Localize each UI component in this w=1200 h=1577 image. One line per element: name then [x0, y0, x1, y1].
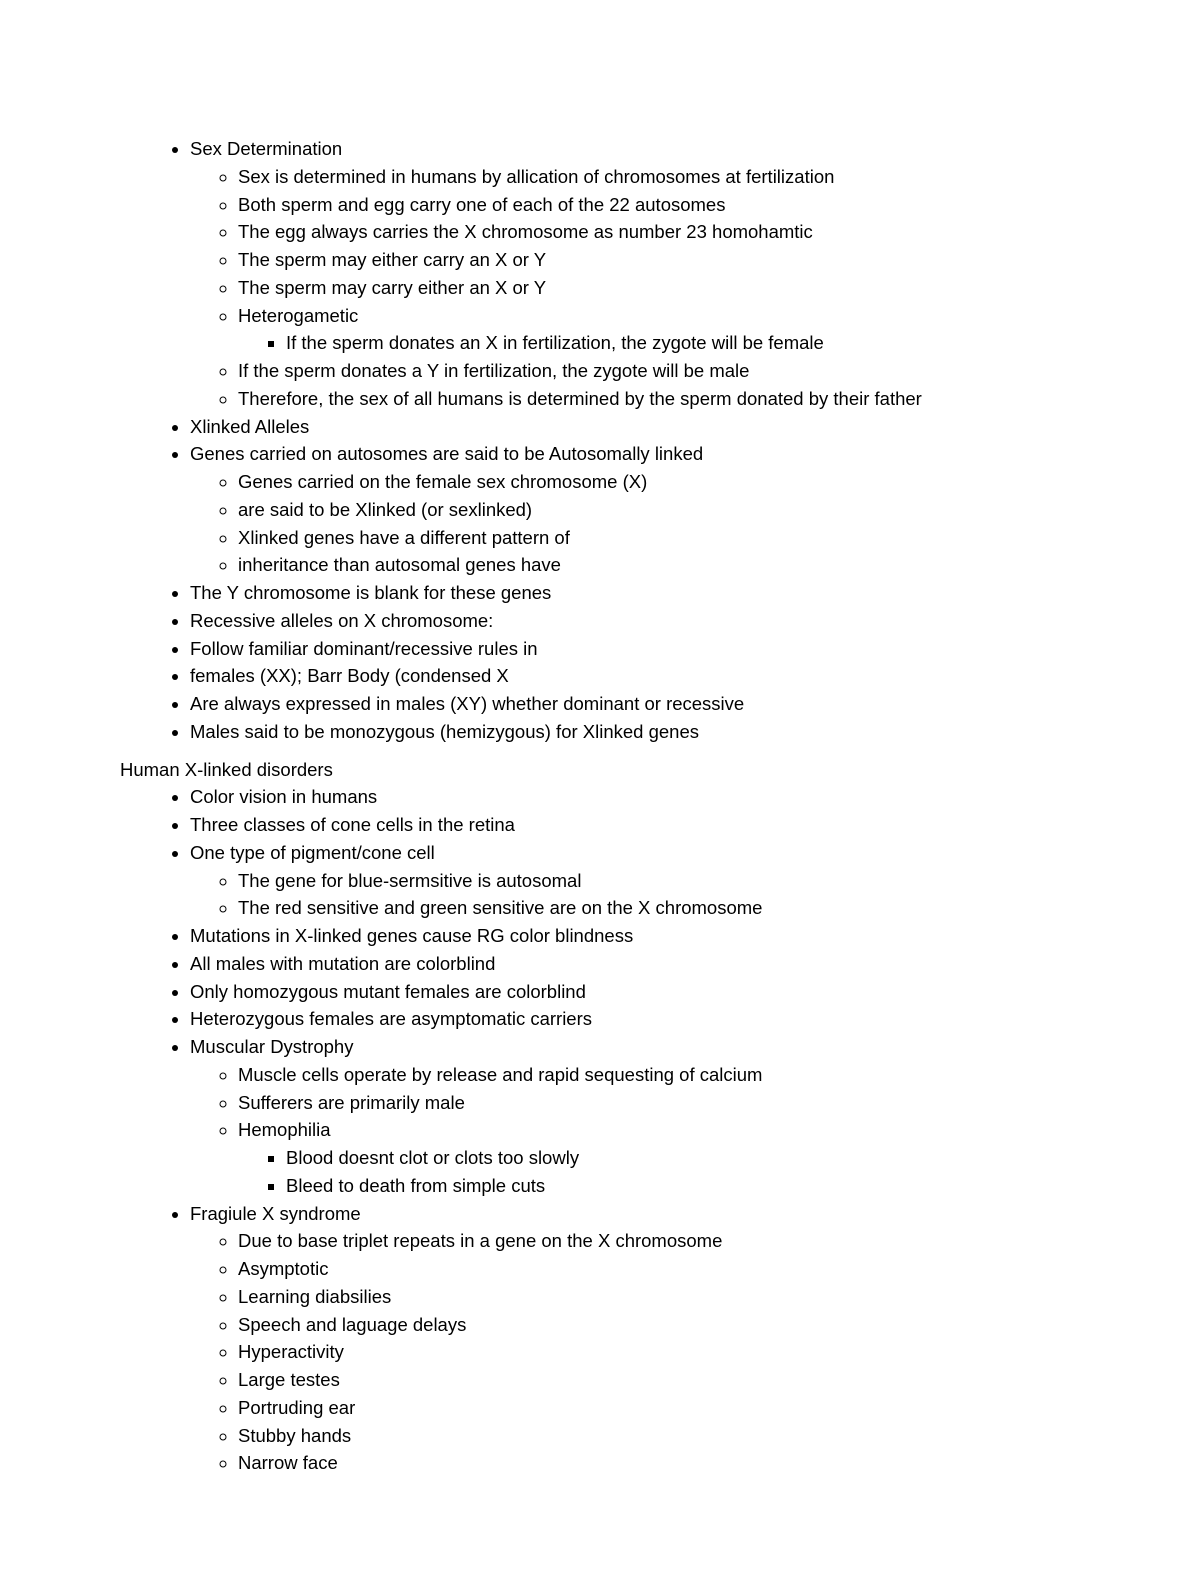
- list-item: The red sensitive and green sensitive ar…: [238, 894, 1080, 922]
- list-item: are said to be Xlinked (or sexlinked): [238, 496, 1080, 524]
- list-item: Only homozygous mutant females are color…: [190, 978, 1080, 1006]
- text: Muscular Dystrophy: [190, 1036, 353, 1057]
- list-item: Learning diabsilies: [238, 1283, 1080, 1311]
- list-item: Muscle cells operate by release and rapi…: [238, 1061, 1080, 1089]
- list-item: Sufferers are primarily male: [238, 1089, 1080, 1117]
- list-item: Xlinked genes have a different pattern o…: [238, 524, 1080, 552]
- list-item: Xlinked Alleles: [190, 413, 1080, 441]
- list-item: Speech and laguage delays: [238, 1311, 1080, 1339]
- list-section-1: Sex Determination Sex is determined in h…: [120, 135, 1080, 746]
- list-item: Sex is determined in humans by allicatio…: [238, 163, 1080, 191]
- text: Sex Determination: [190, 138, 342, 159]
- list-item: Muscular Dystrophy Muscle cells operate …: [190, 1033, 1080, 1200]
- list-section-2: Color vision in humans Three classes of …: [120, 783, 1080, 1477]
- list-item: If the sperm donates an X in fertilizati…: [286, 329, 1080, 357]
- list-item: Sex Determination Sex is determined in h…: [190, 135, 1080, 413]
- list-item: Are always expressed in males (XY) wheth…: [190, 690, 1080, 718]
- section-heading: Human X-linked disorders: [120, 756, 1080, 784]
- document-page: Sex Determination Sex is determined in h…: [0, 0, 1200, 1577]
- list-item: Heterogametic If the sperm donates an X …: [238, 302, 1080, 358]
- list-item: Hyperactivity: [238, 1338, 1080, 1366]
- list-item: Genes carried on the female sex chromoso…: [238, 468, 1080, 496]
- list-item: Therefore, the sex of all humans is dete…: [238, 385, 1080, 413]
- list-item: Three classes of cone cells in the retin…: [190, 811, 1080, 839]
- list-item: The sperm may either carry an X or Y: [238, 246, 1080, 274]
- list-item: The Y chromosome is blank for these gene…: [190, 579, 1080, 607]
- sublist: The gene for blue-sermsitive is autosoma…: [190, 867, 1080, 923]
- list-item: Heterozygous females are asymptomatic ca…: [190, 1005, 1080, 1033]
- list-item: Stubby hands: [238, 1422, 1080, 1450]
- list-item: The egg always carries the X chromosome …: [238, 218, 1080, 246]
- list-item: If the sperm donates a Y in fertilizatio…: [238, 357, 1080, 385]
- text: Fragiule X syndrome: [190, 1203, 361, 1224]
- list-item: Bleed to death from simple cuts: [286, 1172, 1080, 1200]
- list-item: Genes carried on autosomes are said to b…: [190, 440, 1080, 579]
- list-item: Hemophilia Blood doesnt clot or clots to…: [238, 1116, 1080, 1199]
- list-item: Fragiule X syndrome Due to base triplet …: [190, 1200, 1080, 1478]
- text: Genes carried on autosomes are said to b…: [190, 443, 703, 464]
- list-item: All males with mutation are colorblind: [190, 950, 1080, 978]
- list-item: females (XX); Barr Body (condensed X: [190, 662, 1080, 690]
- list-item: Mutations in X-linked genes cause RG col…: [190, 922, 1080, 950]
- list-item: Large testes: [238, 1366, 1080, 1394]
- text: One type of pigment/cone cell: [190, 842, 435, 863]
- list-item: Both sperm and egg carry one of each of …: [238, 191, 1080, 219]
- sublist: Muscle cells operate by release and rapi…: [190, 1061, 1080, 1200]
- list-item: The gene for blue-sermsitive is autosoma…: [238, 867, 1080, 895]
- list-item: Portruding ear: [238, 1394, 1080, 1422]
- list-item: Narrow face: [238, 1449, 1080, 1477]
- list-item: One type of pigment/cone cell The gene f…: [190, 839, 1080, 922]
- sublist: If the sperm donates an X in fertilizati…: [238, 329, 1080, 357]
- list-item: Asymptotic: [238, 1255, 1080, 1283]
- list-item: inheritance than autosomal genes have: [238, 551, 1080, 579]
- list-item: Recessive alleles on X chromosome:: [190, 607, 1080, 635]
- sublist: Sex is determined in humans by allicatio…: [190, 163, 1080, 413]
- sublist: Blood doesnt clot or clots too slowly Bl…: [238, 1144, 1080, 1200]
- list-item: Follow familiar dominant/recessive rules…: [190, 635, 1080, 663]
- sublist: Genes carried on the female sex chromoso…: [190, 468, 1080, 579]
- list-item: Color vision in humans: [190, 783, 1080, 811]
- text: Heterogametic: [238, 305, 358, 326]
- list-item: Due to base triplet repeats in a gene on…: [238, 1227, 1080, 1255]
- sublist: Due to base triplet repeats in a gene on…: [190, 1227, 1080, 1477]
- list-item: Males said to be monozygous (hemizygous)…: [190, 718, 1080, 746]
- list-item: The sperm may carry either an X or Y: [238, 274, 1080, 302]
- list-item: Blood doesnt clot or clots too slowly: [286, 1144, 1080, 1172]
- text: Hemophilia: [238, 1119, 331, 1140]
